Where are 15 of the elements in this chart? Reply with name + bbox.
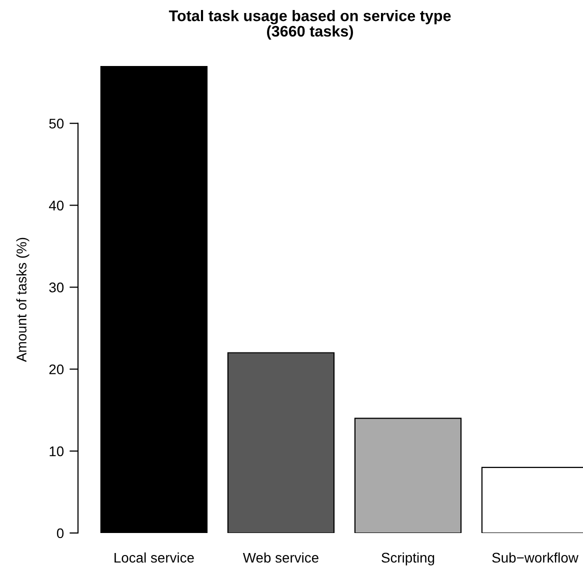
- bar: [227, 352, 335, 533]
- y-tick-label: 30: [49, 282, 64, 292]
- x-tick-label: Sub−workflow: [492, 552, 578, 563]
- bar: [354, 418, 462, 533]
- x-tick-label: Web service: [242, 552, 318, 563]
- chart-title: Total task usage based on service type (3660 tasks): [168, 10, 451, 40]
- y-tick-label: 50: [49, 118, 64, 129]
- x-tick-label: Scripting: [382, 552, 434, 566]
- bar: [100, 66, 208, 533]
- x-tick-label: Local service: [114, 552, 194, 563]
- y-tick-label: 0: [56, 528, 64, 538]
- y-tick-label: 10: [50, 446, 64, 456]
- y-axis-title: Amount of tasks (%): [16, 238, 30, 362]
- y-tick-label: 40: [48, 200, 64, 210]
- y-tick-label: 20: [49, 364, 64, 374]
